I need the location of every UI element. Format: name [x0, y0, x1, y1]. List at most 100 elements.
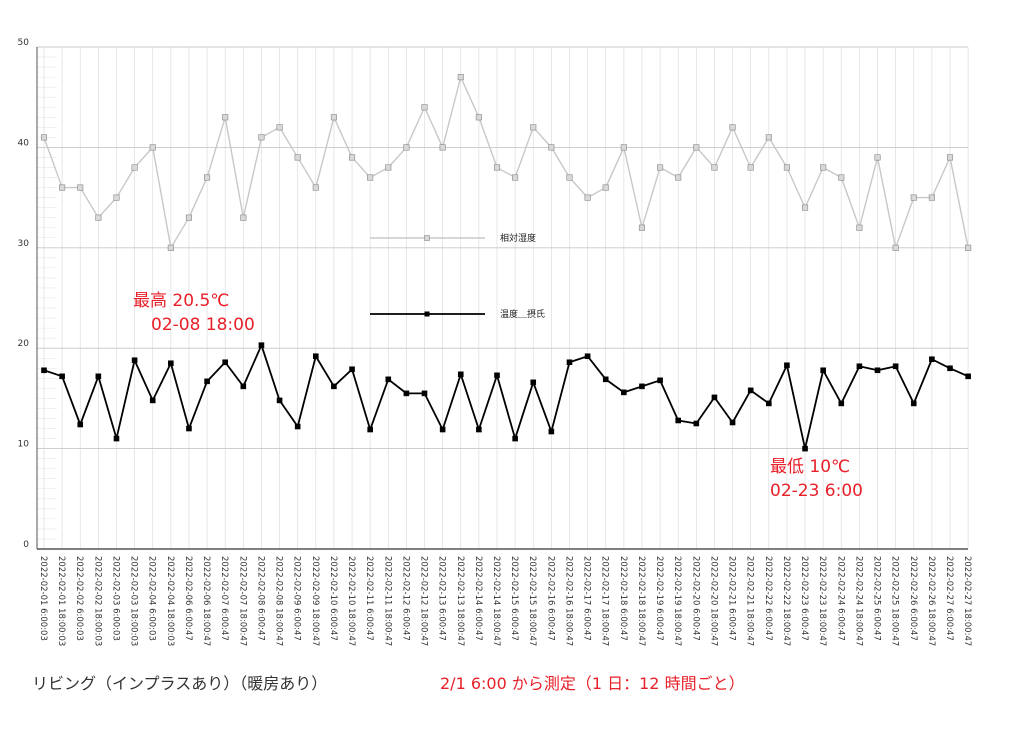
legend-humidity-label: 相対湿度 — [500, 232, 536, 244]
series-humidity-point — [584, 194, 591, 201]
series-temperature-point — [747, 387, 754, 394]
series-humidity-point — [348, 154, 356, 161]
series-temperature-point — [512, 435, 518, 442]
series-humidity-point — [185, 214, 193, 221]
series-temperature-point — [947, 365, 953, 372]
caption-measurement: 2/1 6:00 から測定（1 日：12 時間ごと） — [440, 674, 745, 693]
x-tick-label: 2022-02-25 6:00:47 — [872, 556, 882, 641]
series-humidity-point — [330, 114, 337, 121]
x-tick-label: 2022-02-26 18:00:47 — [926, 556, 936, 646]
x-tick-label: 2022-02-12 18:00:47 — [419, 556, 429, 646]
x-tick-label: 2022-02-22 6:00:47 — [763, 556, 773, 641]
caption-location: リビング（インプラスあり）（暖房あり） — [32, 674, 328, 693]
x-tick-label: 2022-02-15 6:00:47 — [509, 556, 519, 641]
series-temperature-point — [621, 389, 627, 396]
series-humidity-point — [965, 244, 972, 251]
series-temperature-point — [367, 426, 373, 433]
x-tick-label: 2022-02-04 6:00:03 — [147, 556, 157, 641]
chart-grid — [37, 46, 969, 550]
x-tick-label: 2022-02-07 6:00:47 — [219, 556, 229, 641]
x-tick-label: 2022-02-20 18:00:47 — [708, 556, 718, 646]
x-tick-labels: 2022-02-01 6:00:03 2022-02-01 18:00:03 202… — [38, 556, 972, 646]
series-humidity-point — [783, 164, 790, 171]
y-tick-label: 0 — [23, 540, 29, 550]
series-temperature-point — [77, 421, 84, 428]
series-temperature-point — [349, 366, 355, 373]
series-humidity-point — [222, 114, 229, 121]
legend: 相対湿度 温度＿摂氏 — [370, 232, 545, 320]
x-tick-label: 2022-02-03 18:00:03 — [129, 556, 139, 646]
x-tick-label: 2022-02-24 6:00:47 — [835, 556, 845, 641]
series-humidity-point — [693, 144, 700, 151]
series-temperature-point — [548, 428, 555, 435]
series-humidity-point — [385, 164, 392, 171]
series-humidity-point — [801, 204, 809, 211]
x-tick-label: 2022-02-15 18:00:47 — [527, 556, 537, 646]
x-tick-label: 2022-02-16 18:00:47 — [563, 556, 573, 646]
series-temperature-point — [639, 383, 645, 390]
series-humidity-point — [820, 164, 827, 171]
series-humidity-point — [765, 134, 772, 141]
series-temperature-point — [41, 367, 47, 374]
x-tick-label: 2022-02-02 6:00:03 — [74, 556, 84, 641]
series-temperature-point — [131, 357, 138, 364]
series-humidity-point — [258, 134, 265, 141]
chart-axes — [36, 47, 968, 550]
series-humidity-point — [675, 174, 682, 181]
series-temperature-point — [965, 373, 971, 380]
series-humidity-point — [711, 164, 718, 171]
series-humidity-point — [403, 144, 410, 151]
series-humidity-point — [620, 144, 627, 151]
x-tick-label: 2022-02-17 6:00:47 — [582, 556, 592, 641]
series-temperature-point — [910, 400, 917, 407]
x-tick-label: 2022-02-07 18:00:47 — [237, 556, 247, 646]
x-tick-label: 2022-02-25 18:00:47 — [890, 556, 900, 646]
series-temperature-point — [566, 359, 573, 366]
series-humidity-point — [638, 224, 646, 231]
series-temperature-point — [457, 371, 464, 378]
series-humidity-point — [59, 184, 66, 191]
min-annotation-line1: 最低 10℃ — [770, 457, 850, 477]
series-temperature-line — [43, 344, 969, 450]
series-temperature-point — [838, 400, 845, 407]
y-tick-label: 20 — [18, 339, 30, 349]
legend-humidity-marker — [424, 235, 430, 241]
series-temperature-point — [59, 373, 65, 380]
series-humidity-point — [548, 144, 555, 151]
x-tick-label: 2022-02-12 6:00:47 — [400, 556, 410, 641]
series-temperature-point — [204, 378, 210, 385]
x-tick-label: 2022-02-01 18:00:03 — [56, 556, 66, 646]
series-humidity-point — [747, 164, 754, 171]
series-humidity-point — [838, 174, 845, 181]
series-temperature-point — [331, 383, 337, 390]
x-tick-label: 2022-02-03 6:00:03 — [110, 556, 120, 641]
series-temperature-point — [276, 397, 283, 404]
series-humidity-point — [729, 124, 736, 131]
x-tick-label: 2022-02-24 18:00:47 — [853, 556, 863, 646]
x-tick-label: 2022-02-10 6:00:47 — [328, 556, 338, 641]
series-temperature-point — [675, 417, 682, 424]
annotations: 最高 20.5℃ 02-08 18:00 最低 10℃ 02-23 6:00 — [133, 291, 863, 501]
x-tick-label: 2022-02-13 6:00:47 — [437, 556, 447, 641]
x-tick-label: 2022-02-21 6:00:47 — [727, 556, 737, 641]
x-tick-label: 2022-02-01 6:00:03 — [38, 556, 48, 641]
series-temperature-point — [874, 367, 881, 374]
series-humidity-point — [312, 184, 319, 191]
series-temperature-point — [729, 419, 736, 426]
series-humidity-point — [910, 194, 917, 201]
x-tick-label: 2022-02-18 6:00:47 — [618, 556, 628, 641]
max-annotation-line2: 02-08 18:00 — [151, 315, 255, 335]
series-humidity-point — [475, 114, 482, 121]
series-humidity-point — [602, 184, 609, 191]
series-humidity-point — [421, 104, 428, 111]
series-temperature-point — [113, 435, 120, 442]
chart-series — [40, 74, 972, 452]
x-tick-label: 2022-02-14 18:00:47 — [491, 556, 501, 646]
series-humidity-point — [457, 74, 464, 81]
x-tick-label: 2022-02-19 18:00:47 — [672, 556, 682, 646]
x-tick-label: 2022-02-10 18:00:47 — [346, 556, 356, 646]
series-humidity-point — [367, 174, 374, 181]
series-temperature-point — [476, 426, 482, 433]
series-humidity-point — [240, 214, 247, 221]
x-tick-label: 2022-02-22 18:00:47 — [781, 556, 791, 646]
